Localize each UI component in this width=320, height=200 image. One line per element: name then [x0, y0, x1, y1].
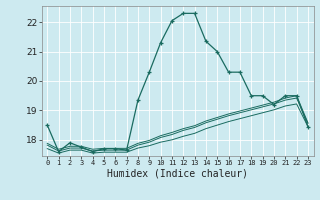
X-axis label: Humidex (Indice chaleur): Humidex (Indice chaleur) [107, 169, 248, 179]
